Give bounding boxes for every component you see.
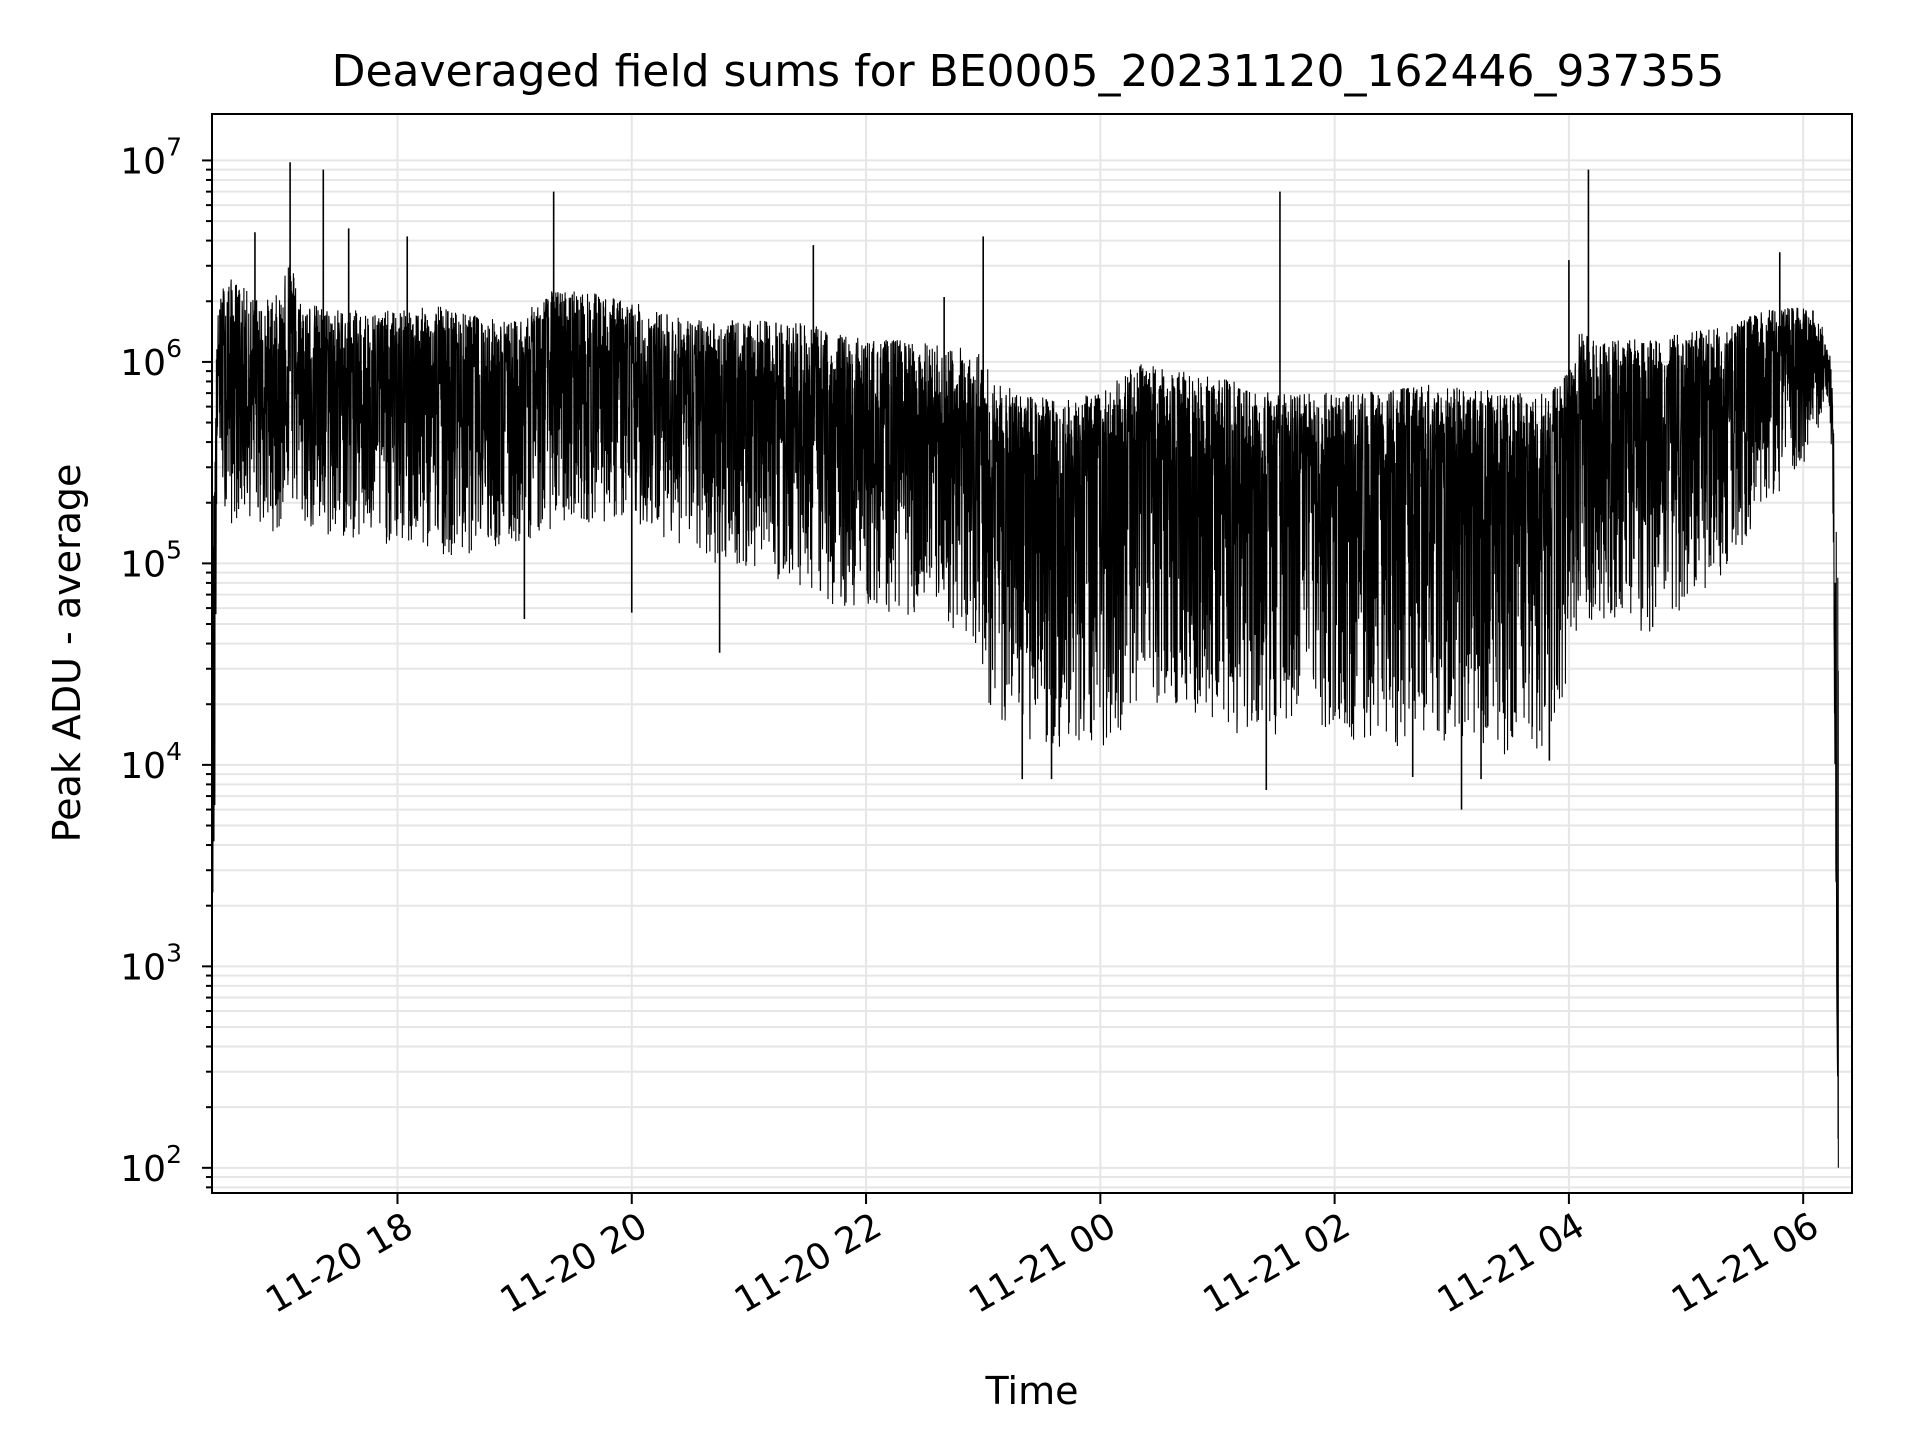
plot-frame	[211, 113, 1853, 1194]
x-tick-label: 11-21 06	[1665, 1205, 1826, 1321]
series-line	[211, 264, 1839, 1168]
y-tick-label: 107	[120, 132, 182, 182]
data-series	[211, 162, 1839, 1168]
y-tick-label: 102	[120, 1140, 182, 1190]
x-tick-label: 11-20 18	[259, 1205, 420, 1321]
y-axis-label: Peak ADU - average	[45, 464, 89, 843]
x-tick-label: 11-21 04	[1431, 1205, 1592, 1321]
y-tick-label: 106	[120, 334, 182, 384]
x-tick-label: 11-21 00	[962, 1205, 1123, 1321]
x-tick-label: 11-20 22	[728, 1205, 889, 1321]
chart-title: Deaveraged field sums for BE0005_2023112…	[332, 46, 1725, 97]
y-tick-label: 105	[120, 535, 182, 585]
y-tick-label: 104	[120, 737, 182, 787]
x-tick-label: 11-21 02	[1196, 1205, 1357, 1321]
y-tick-label: 103	[120, 938, 182, 988]
x-axis-label: Time	[985, 1369, 1079, 1413]
x-tick-label: 11-20 20	[494, 1205, 655, 1321]
